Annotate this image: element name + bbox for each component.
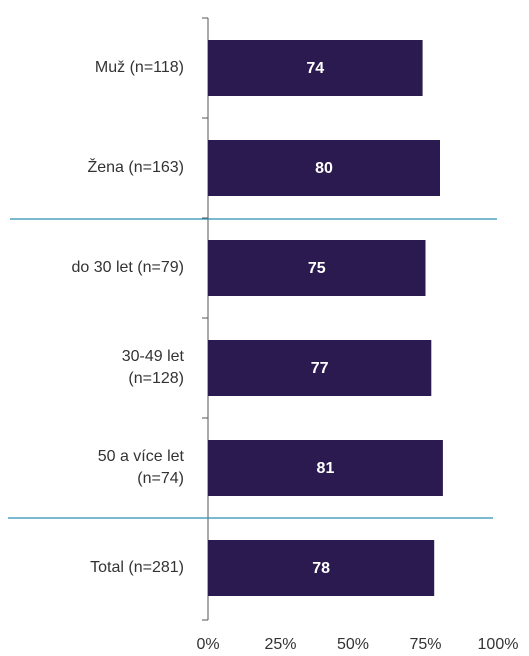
band-ticks [202,17,208,621]
value-label: 81 [317,460,335,477]
value-label: 75 [308,260,326,277]
bar [208,440,443,496]
value-label: 80 [315,160,333,177]
bar [208,540,435,596]
y-tick-label: do 30 let (n=79) [71,259,184,276]
y-tick-label: 50 a více let (n=74) [97,448,184,487]
x-tick-label: 0% [196,636,219,653]
y-tick-label: Žena (n=163) [87,159,184,176]
x-tick-label: 75% [409,636,441,653]
value-label: 77 [311,360,329,377]
x-tick-label: 50% [337,636,369,653]
bar [208,240,426,296]
value-label: 74 [306,60,324,77]
x-tick-label: 100% [478,636,519,653]
y-tick-label: 30-49 let (n=128) [121,348,184,387]
bar [208,140,440,196]
value-label: 78 [312,560,330,577]
x-tick-label: 25% [264,636,296,653]
y-tick-label: Muž (n=118) [94,59,184,76]
y-tick-label: Total (n=281) [90,559,184,576]
bar [208,340,432,396]
bar [208,40,423,96]
